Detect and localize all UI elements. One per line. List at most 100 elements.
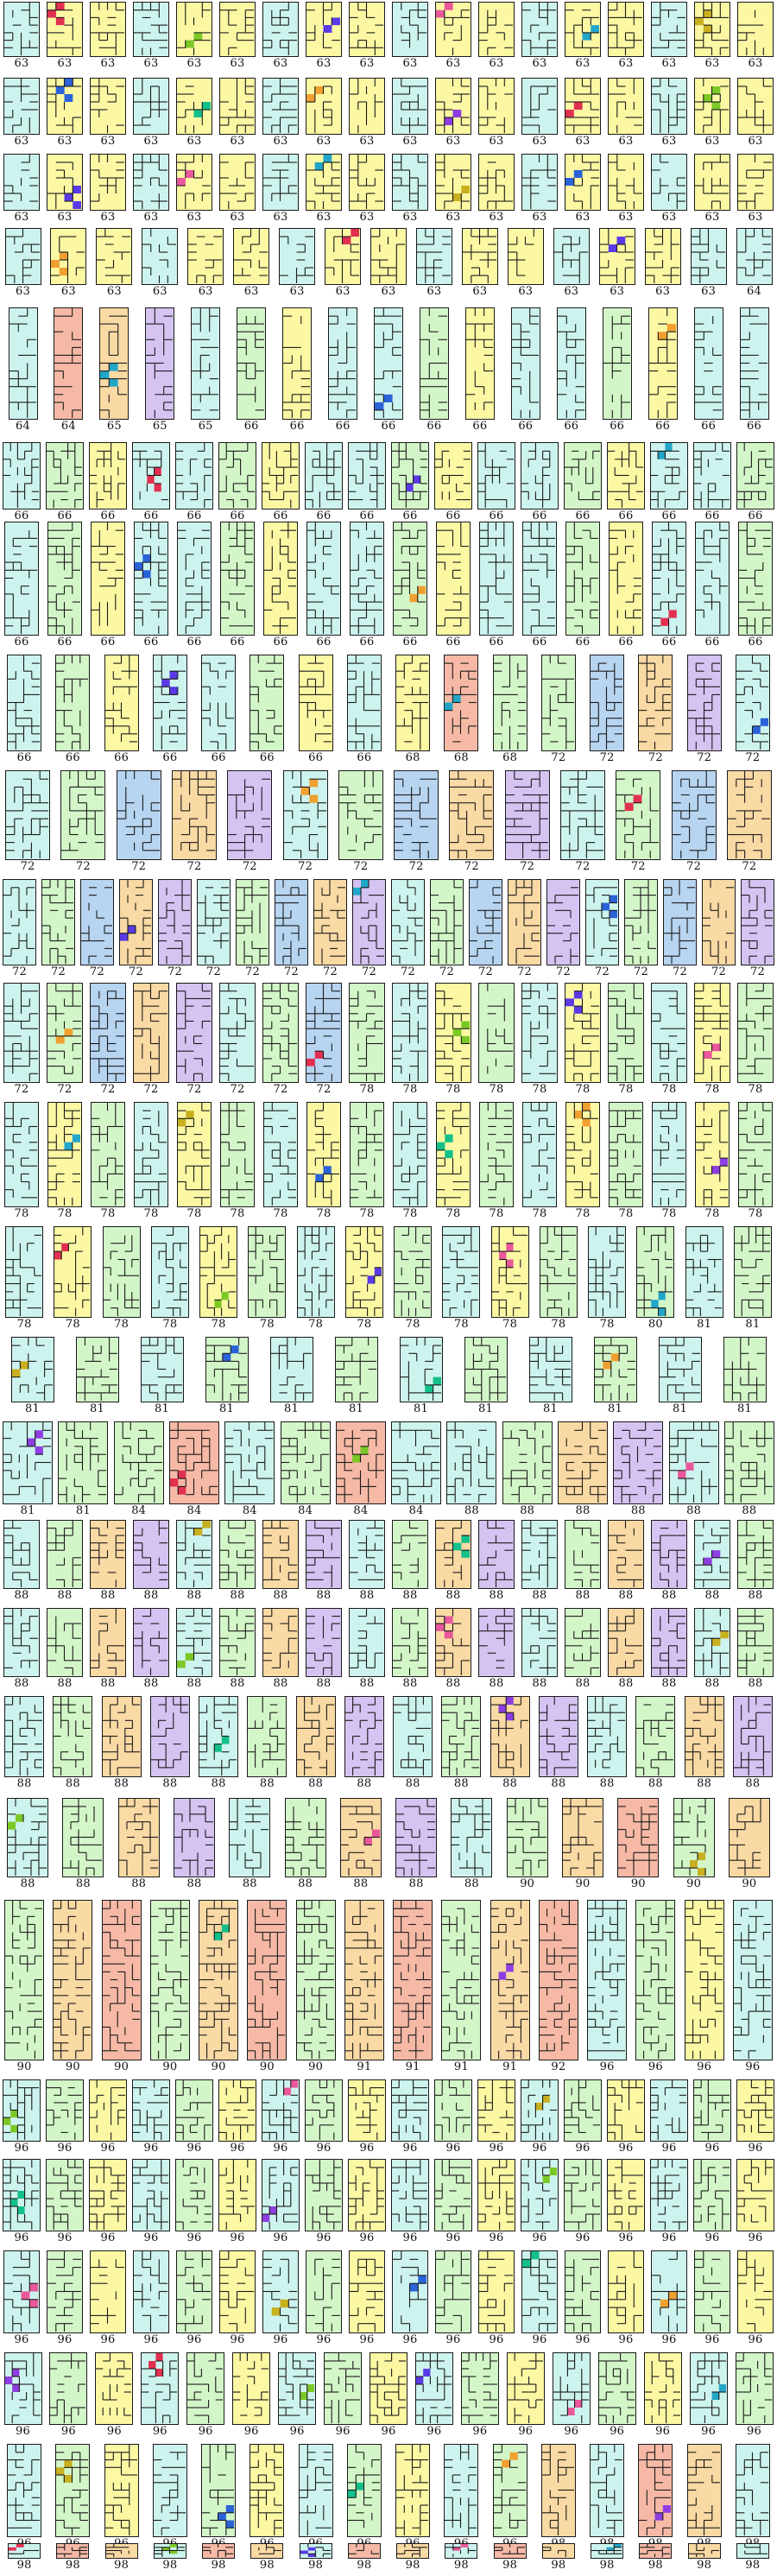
maze-tile [396,2543,430,2559]
puzzle-cell: 96 [737,2250,774,2349]
maze-tile [262,78,299,135]
maze-tile [350,1102,384,1207]
maze-tile [280,1421,331,1504]
puzzle-size-label: 78 [652,1208,686,1220]
maze-tile [349,983,385,1083]
puzzle-size-label: 66 [104,752,139,764]
puzzle-size-label: 72 [702,966,736,978]
maze-tile [460,2352,499,2425]
puzzle-cell: 72 [540,655,576,767]
puzzle-size-label: 65 [99,421,129,433]
maze-tile [55,655,91,751]
puzzle-size-label: 63 [608,58,644,70]
puzzle-size-label: 63 [349,58,385,70]
puzzle-cell: 98 [493,2543,527,2574]
maze-tile [442,1226,481,1318]
maze-tile [348,2079,386,2142]
puzzle-cell: 88 [284,1798,326,1893]
puzzle-cell: 63 [4,228,41,301]
puzzle-cell: 81 [10,1337,54,1418]
puzzle-size-label: 96 [175,2232,213,2244]
puzzle-cell: 84 [169,1421,219,1520]
puzzle-size-label: 78 [151,1319,189,1331]
maze-tile [728,1798,770,1877]
puzzle-cell: 66 [46,442,84,525]
maze-tile [733,1226,772,1318]
puzzle-size-label: 63 [694,212,730,224]
puzzle-size-label: 63 [478,58,515,70]
puzzle-cell: 66 [298,655,333,767]
puzzle-size-label: 90 [296,2061,336,2073]
maze-tile [738,1102,773,1207]
puzzle-size-label: 63 [694,58,730,70]
maze-tile [344,1900,384,2060]
puzzle-size-label: 72 [119,966,153,978]
puzzle-cell: 66 [91,522,125,651]
puzzle-size-label: 66 [607,510,645,522]
puzzle-size-label: 88 [118,1878,160,1890]
puzzle-cell: 91 [490,1900,530,2076]
puzzle-cell: 90 [247,1900,287,2076]
puzzle-cell: 96 [132,2159,170,2247]
maze-tile [62,1798,104,1877]
puzzle-cell: 88 [490,1696,530,1793]
puzzle-size-label: 78 [345,1319,383,1331]
puzzle-cell: 63 [392,78,428,150]
puzzle-cell: 88 [521,1520,558,1604]
puzzle-cell: 78 [350,1102,384,1223]
puzzle-size-label: 66 [328,421,357,433]
puzzle-size-label: 96 [262,2232,300,2244]
puzzle-size-label: 63 [416,286,452,298]
maze-tile [658,1337,702,1402]
puzzle-size-label: 81 [659,1403,702,1415]
puzzle-cell: 72 [313,879,347,981]
puzzle-cell: 78 [392,983,428,1098]
puzzle-size-label: 88 [651,1678,687,1690]
puzzle-cell: 66 [177,522,212,651]
puzzle-size-label: 72 [391,966,425,978]
puzzle-size-label: 88 [392,1678,428,1690]
puzzle-size-label: 63 [90,212,126,224]
puzzle-cell: 88 [262,1608,299,1693]
puzzle-size-label: 66 [652,636,686,649]
maze-tile [689,2352,728,2425]
puzzle-size-label: 88 [219,1590,256,1602]
maze-tile [199,1226,238,1318]
puzzle-size-label: 66 [521,510,559,522]
maze-tile [116,770,161,860]
puzzle-cell: 96 [477,2079,515,2157]
puzzle-cell: 63 [262,2,299,73]
puzzle-size-label: 78 [54,1319,92,1331]
puzzle-size-label: 96 [477,2142,515,2155]
puzzle-size-label: 72 [306,1084,342,1096]
maze-tile [651,2250,687,2333]
puzzle-size-label: 84 [224,1505,275,1517]
maze-tile [504,770,550,860]
puzzle-cell: 96 [176,2250,212,2349]
puzzle-size-label: 88 [349,1678,385,1690]
maze-tile [607,2079,645,2142]
maze-tile [694,2250,730,2333]
puzzle-size-label: 72 [727,861,772,873]
puzzle-cell: 88 [133,1520,169,1604]
puzzle-cell: 63 [690,228,727,301]
puzzle-cell: 63 [3,154,40,226]
maze-tile [395,655,431,751]
puzzle-size-label: 72 [133,1084,169,1096]
puzzle-cell: 72 [735,655,770,767]
maze-tile [191,307,221,420]
puzzle-size-label: 88 [446,1505,496,1517]
puzzle-size-label: 96 [565,2334,601,2346]
puzzle-size-label: 78 [5,1319,43,1331]
puzzle-size-label: 72 [449,861,494,873]
puzzle-size-label: 63 [694,136,730,148]
puzzle-cell: 98 [735,2444,770,2553]
puzzle-cell: 63 [565,78,601,150]
puzzle-size-label: 96 [434,2142,472,2155]
puzzle-size-label: 88 [285,1878,326,1890]
puzzle-cell: 96 [694,2250,730,2349]
maze-tile [608,154,644,211]
puzzle-size-label: 96 [324,2426,362,2438]
puzzle-size-label: 98 [300,2560,332,2572]
puzzle-size-label: 78 [436,1208,471,1220]
